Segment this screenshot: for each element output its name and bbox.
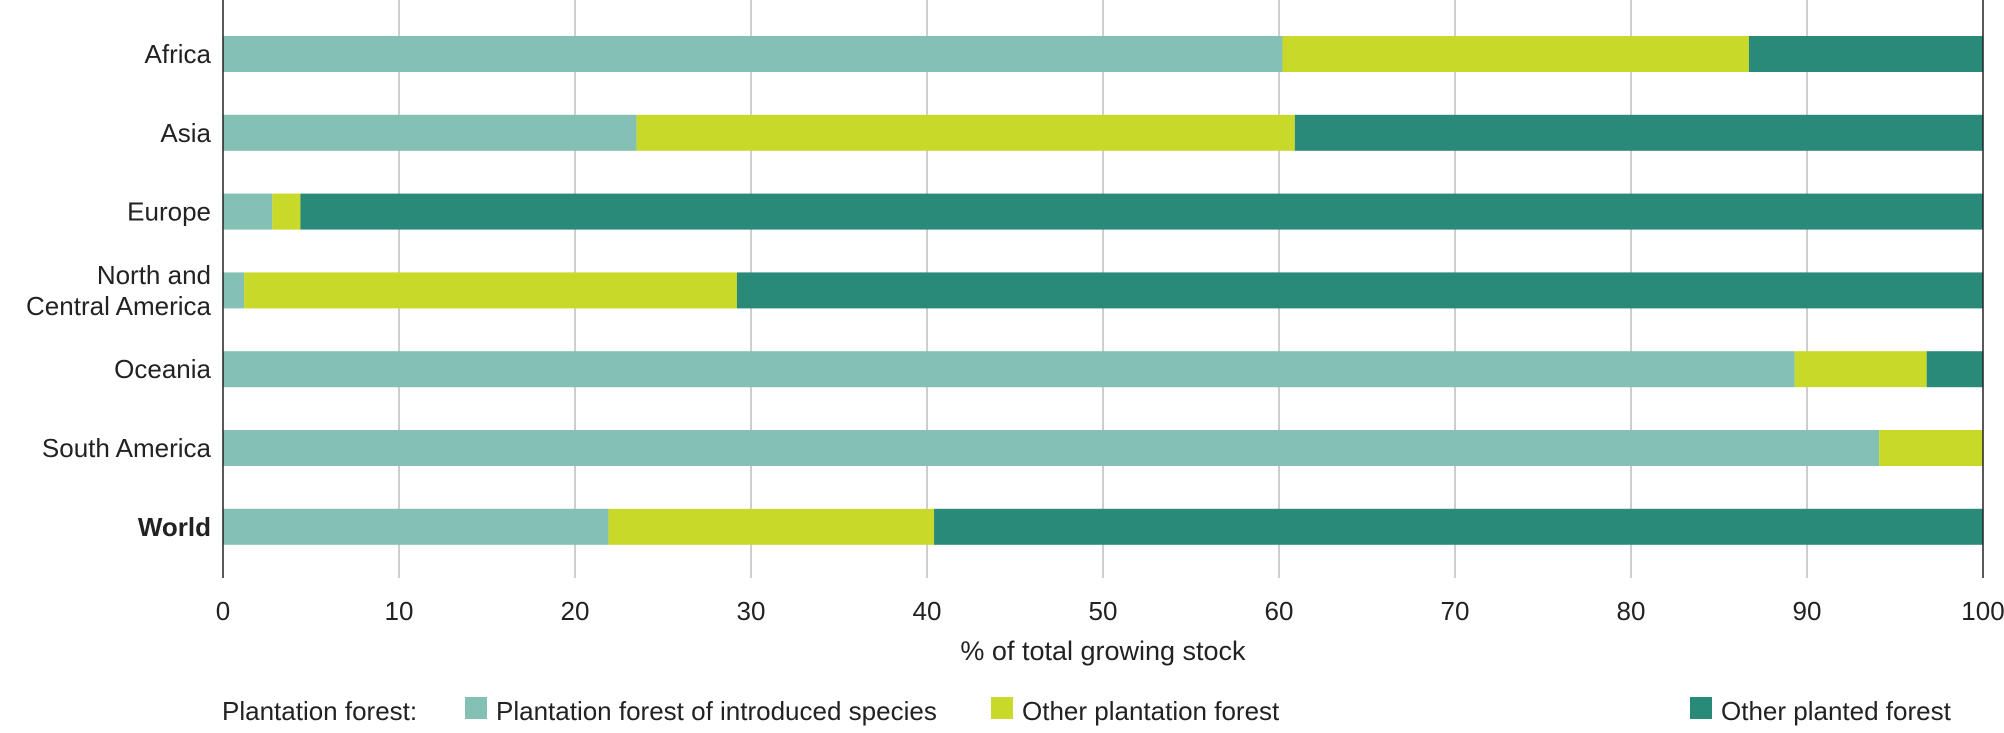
x-tick-label: 50 bbox=[1089, 596, 1118, 626]
category-label: Central America bbox=[26, 291, 211, 321]
bar-segment bbox=[223, 114, 637, 151]
x-axis-label: % of total growing stock bbox=[960, 636, 1246, 666]
bar-segment bbox=[1294, 114, 1983, 151]
category-label: World bbox=[138, 512, 211, 542]
x-tick-label: 20 bbox=[561, 596, 590, 626]
legend-label-other-planted: Other planted forest bbox=[1721, 696, 1952, 726]
bar-segment bbox=[1879, 430, 1983, 466]
bar-segment bbox=[223, 351, 1795, 388]
bar-segment bbox=[608, 508, 935, 545]
x-tick-labels: 0 10 20 30 40 50 60 70 80 90 100 bbox=[216, 596, 2004, 626]
bar-segment bbox=[934, 508, 1983, 545]
legend-swatch-other-plantation bbox=[991, 697, 1013, 719]
bar-segment bbox=[1282, 36, 1749, 72]
category-label: North and bbox=[97, 260, 211, 290]
legend: Plantation forest: Plantation forest of … bbox=[222, 696, 1952, 726]
bar-segment bbox=[272, 193, 301, 230]
category-label: Europe bbox=[127, 197, 211, 227]
x-tick-label: 90 bbox=[1793, 596, 1822, 626]
category-label: Asia bbox=[160, 118, 211, 148]
x-tick-label: 40 bbox=[913, 596, 942, 626]
x-tick-label: 100 bbox=[1961, 596, 2004, 626]
bar-segment bbox=[1748, 36, 1983, 72]
bar-segment bbox=[223, 430, 1880, 466]
x-tick-label: 10 bbox=[385, 596, 414, 626]
bar-segment bbox=[1794, 351, 1927, 388]
legend-swatch-other-planted bbox=[1690, 697, 1712, 719]
category-label: Africa bbox=[145, 39, 212, 69]
legend-swatch-introduced bbox=[465, 697, 487, 719]
bar-segment bbox=[223, 36, 1283, 72]
bars bbox=[223, 36, 1984, 545]
bar-segment bbox=[1926, 351, 1983, 388]
bar-segment bbox=[636, 114, 1295, 151]
bar-segment bbox=[223, 508, 609, 545]
category-label: South America bbox=[42, 433, 212, 463]
legend-group-label: Plantation forest: bbox=[222, 696, 417, 726]
x-tick-label: 60 bbox=[1265, 596, 1294, 626]
bar-segment bbox=[223, 193, 273, 230]
bar-segment bbox=[300, 193, 1984, 230]
bar-segment bbox=[736, 272, 1984, 309]
x-tick-label: 0 bbox=[216, 596, 230, 626]
legend-label-other-plantation: Other plantation forest bbox=[1022, 696, 1280, 726]
x-tick-label: 80 bbox=[1617, 596, 1646, 626]
x-tick-label: 70 bbox=[1441, 596, 1470, 626]
x-tick-label: 30 bbox=[737, 596, 766, 626]
bar-segment bbox=[223, 272, 245, 309]
bar-segment bbox=[244, 272, 737, 309]
legend-label-introduced: Plantation forest of introduced species bbox=[496, 696, 937, 726]
category-label: Oceania bbox=[114, 354, 211, 384]
